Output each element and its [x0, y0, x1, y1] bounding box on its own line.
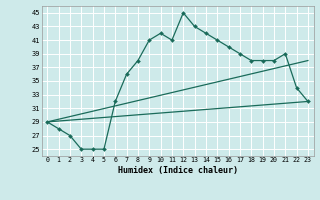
X-axis label: Humidex (Indice chaleur): Humidex (Indice chaleur) — [118, 166, 237, 175]
